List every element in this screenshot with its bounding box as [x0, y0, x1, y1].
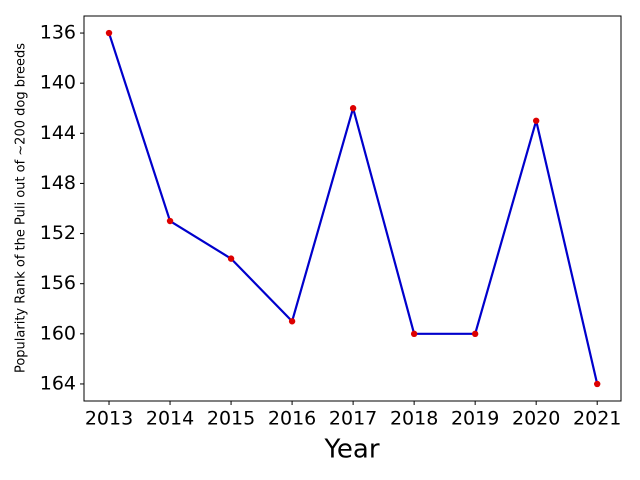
- x-tick-label: 2018: [390, 408, 438, 430]
- x-tick-label: 2016: [268, 408, 316, 430]
- data-point: [532, 117, 540, 124]
- y-tick-label: 164: [40, 372, 76, 394]
- y-tick-label: 156: [40, 272, 76, 294]
- x-tick-label: 2015: [207, 408, 255, 430]
- x-tick-label: 2017: [329, 408, 377, 430]
- series-line: [107, 32, 599, 385]
- y-tick-label: 136: [40, 22, 76, 44]
- data-point: [166, 217, 174, 225]
- data-point: [288, 318, 296, 325]
- y-tick-label: 148: [40, 172, 76, 194]
- y-tick-label: 152: [40, 222, 76, 244]
- x-tick-label: 2020: [512, 408, 560, 430]
- x-tick-label: 2014: [146, 408, 194, 430]
- data-point: [349, 105, 357, 112]
- y-axis-label: Popularity Rank of the Puli out of ~200 …: [14, 43, 29, 373]
- y-tick-label: 144: [40, 122, 76, 144]
- x-tick-label: 2021: [573, 408, 621, 430]
- data-point: [227, 255, 235, 262]
- data-point: [105, 29, 113, 37]
- y-tick-label: 160: [40, 322, 76, 344]
- y-tick-label: 140: [40, 72, 76, 94]
- x-tick-label: 2019: [451, 408, 499, 430]
- x-axis-label: Year: [323, 435, 379, 465]
- x-tick-label: 2013: [85, 408, 133, 430]
- data-point: [410, 330, 418, 338]
- data-point: [471, 330, 479, 338]
- data-point: [594, 380, 601, 388]
- plot-frame: [83, 15, 622, 402]
